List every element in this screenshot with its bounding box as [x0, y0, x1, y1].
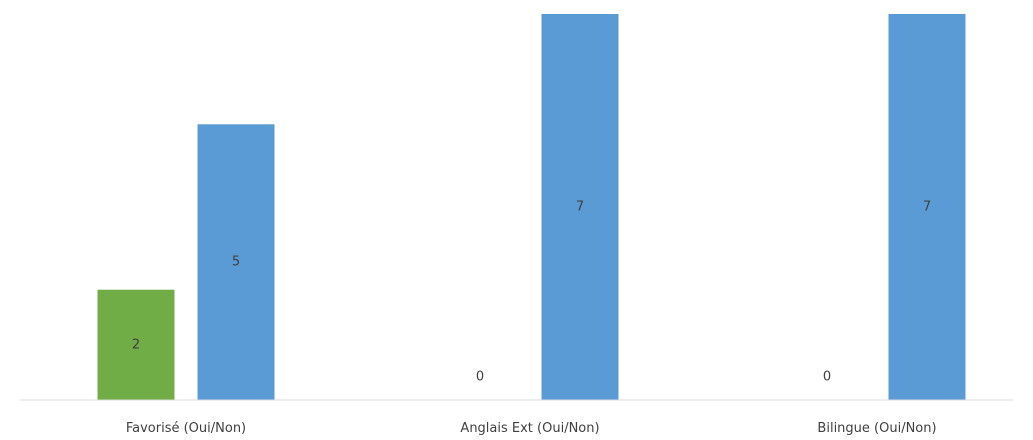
- data-label-series-0-cat-2: 0: [823, 370, 831, 385]
- category-label-2: Bilingue (Oui/Non): [817, 421, 936, 436]
- data-label-series-0-cat-1: 0: [476, 370, 484, 385]
- data-label-series-1-cat-1: 7: [576, 200, 584, 215]
- bars-layer: [97, 14, 966, 401]
- data-labels-layer: 2 5 0 7 0 7: [132, 200, 931, 385]
- category-label-0: Favorisé (Oui/Non): [126, 421, 246, 436]
- data-label-series-1-cat-2: 7: [923, 200, 931, 215]
- category-labels-layer: Favorisé (Oui/Non) Anglais Ext (Oui/Non) B…: [126, 421, 937, 436]
- data-label-series-1-cat-0: 5: [232, 255, 240, 270]
- data-label-series-0-cat-0: 2: [132, 337, 140, 352]
- bar-series-1-cat-0: [197, 124, 275, 401]
- bar-series-0-cat-0: [97, 289, 175, 400]
- category-label-1: Anglais Ext (Oui/Non): [460, 421, 599, 436]
- bar-series-1-cat-2: [888, 14, 966, 400]
- bar-series-1-cat-1: [541, 14, 619, 400]
